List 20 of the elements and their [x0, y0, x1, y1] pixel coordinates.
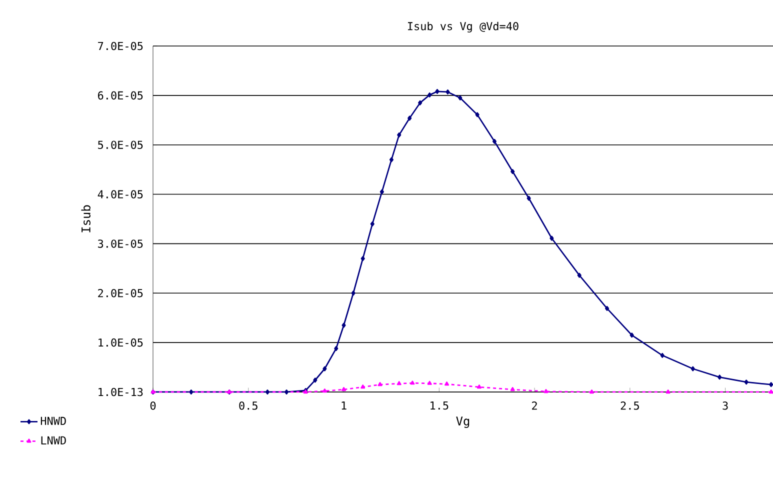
x-tick-label: 2.5 — [620, 402, 639, 410]
x-tick-label: 2 — [532, 402, 537, 410]
y-tick-label: 1.0E-13 — [98, 388, 143, 396]
legend-label: HNWD — [40, 416, 66, 425]
x-axis-title: Vg — [456, 416, 470, 428]
x-tick-label: 0 — [150, 402, 156, 410]
y-tick-label: 7.0E-05 — [98, 42, 143, 50]
y-tick-label: 1.0E-05 — [98, 338, 143, 347]
y-tick-label: 2.0E-05 — [98, 288, 143, 298]
y-tick-label: 6.0E-05 — [98, 91, 143, 100]
y-tick-label: 3.0E-05 — [98, 240, 143, 248]
x-tick-label: 1.5 — [430, 402, 448, 410]
y-tick-label: 4.0E-05 — [98, 190, 143, 198]
y-axis-title: Isub — [81, 205, 90, 232]
x-tick-label: 0.5 — [239, 402, 258, 410]
chart-title: Isub vs Vg @Vd=40 — [408, 22, 518, 33]
x-tick-label: 3 — [722, 402, 728, 410]
x-tick-label: 1 — [342, 402, 346, 410]
legend-label: LNWD — [41, 436, 66, 444]
y-tick-label: 5.0E-05 — [98, 140, 143, 149]
